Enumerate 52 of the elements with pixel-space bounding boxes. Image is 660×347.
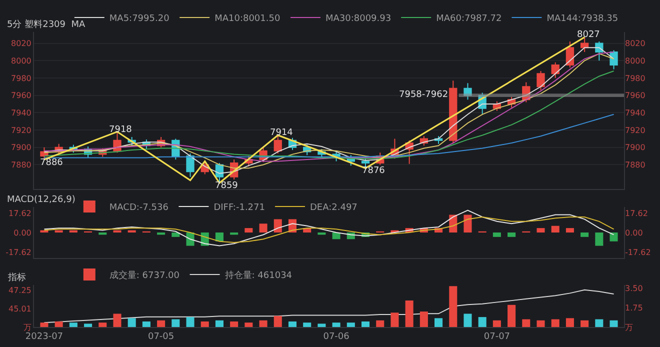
legend-label: 持仓量: 461034 [224,270,292,282]
annotation: 8027 [577,30,600,40]
y2-tick-label: 7960 [625,91,646,100]
y2-tick-label: 7900 [625,143,646,152]
y-tick-label: 17.62 [8,208,32,218]
y2-tick-label: 万 [625,322,633,332]
y2-tick-label: 7940 [625,108,646,118]
legend-label: MA5:7995.20 [109,14,170,24]
y2-tick-label: 7920 [625,126,646,135]
legend-label: MACD:-7.536 [109,203,169,214]
legend-label: DIFF:-1.271 [214,203,265,214]
annotation: 7886 [40,158,64,168]
y-tick-label: 万 [23,322,32,332]
y-tick-label: 0.00 [14,228,32,238]
y-tick-label: 45.01 [8,304,32,314]
annotation: 7914 [270,128,294,138]
y-tick-label: -17.62 [6,248,32,257]
y-tick-label: 7980 [11,74,32,83]
y2-tick-label: 0.00 [625,228,643,238]
y2-tick-label: 17.62 [625,208,648,218]
x-tick-label: 07-05 [148,332,174,342]
y-tick-label: 8000 [11,56,32,66]
y2-tick-label: 8020 [625,39,646,48]
chart-title: MACD(12,26,9) [7,195,76,205]
y-tick-label: 8020 [11,39,32,48]
band-label: 7958-7962 [399,90,448,100]
legend-label: MA10:8001.50 [214,14,280,24]
x-tick-label: 07-06 [323,332,350,342]
y2-tick-label: 1.75 [625,303,643,312]
y2-tick-label: 3.50 [625,284,643,294]
x-tick-label: 2023-07 [25,332,64,342]
y-tick-label: 7960 [11,91,32,100]
y2-tick-label: -17.62 [625,248,651,257]
legend-label: DEA:2.497 [310,203,358,214]
y-tick-label: 7920 [11,126,32,135]
y-tick-label: 47.25 [8,286,32,296]
y2-tick-label: 8000 [625,56,646,66]
annotation: 7876 [362,166,386,176]
y2-tick-label: 7880 [625,160,646,170]
y-tick-label: 7900 [11,143,32,152]
legend-label: MA60:7987.72 [436,14,502,24]
y-tick-label: 7880 [11,160,32,170]
annotation: 7859 [215,181,238,191]
legend-label: MA144:7938.35 [546,14,618,24]
legend-label: 成交量: 6737.00 [109,270,180,282]
chart-title: 5分 塑料2309 MA [7,20,86,30]
legend-label: MA30:8009.93 [325,14,392,24]
annotation: 7918 [109,125,132,135]
y2-tick-label: 7980 [625,74,646,83]
x-tick-label: 07-07 [484,332,510,342]
chart-title: 指标 [7,272,26,283]
y-tick-label: 7940 [11,108,32,118]
